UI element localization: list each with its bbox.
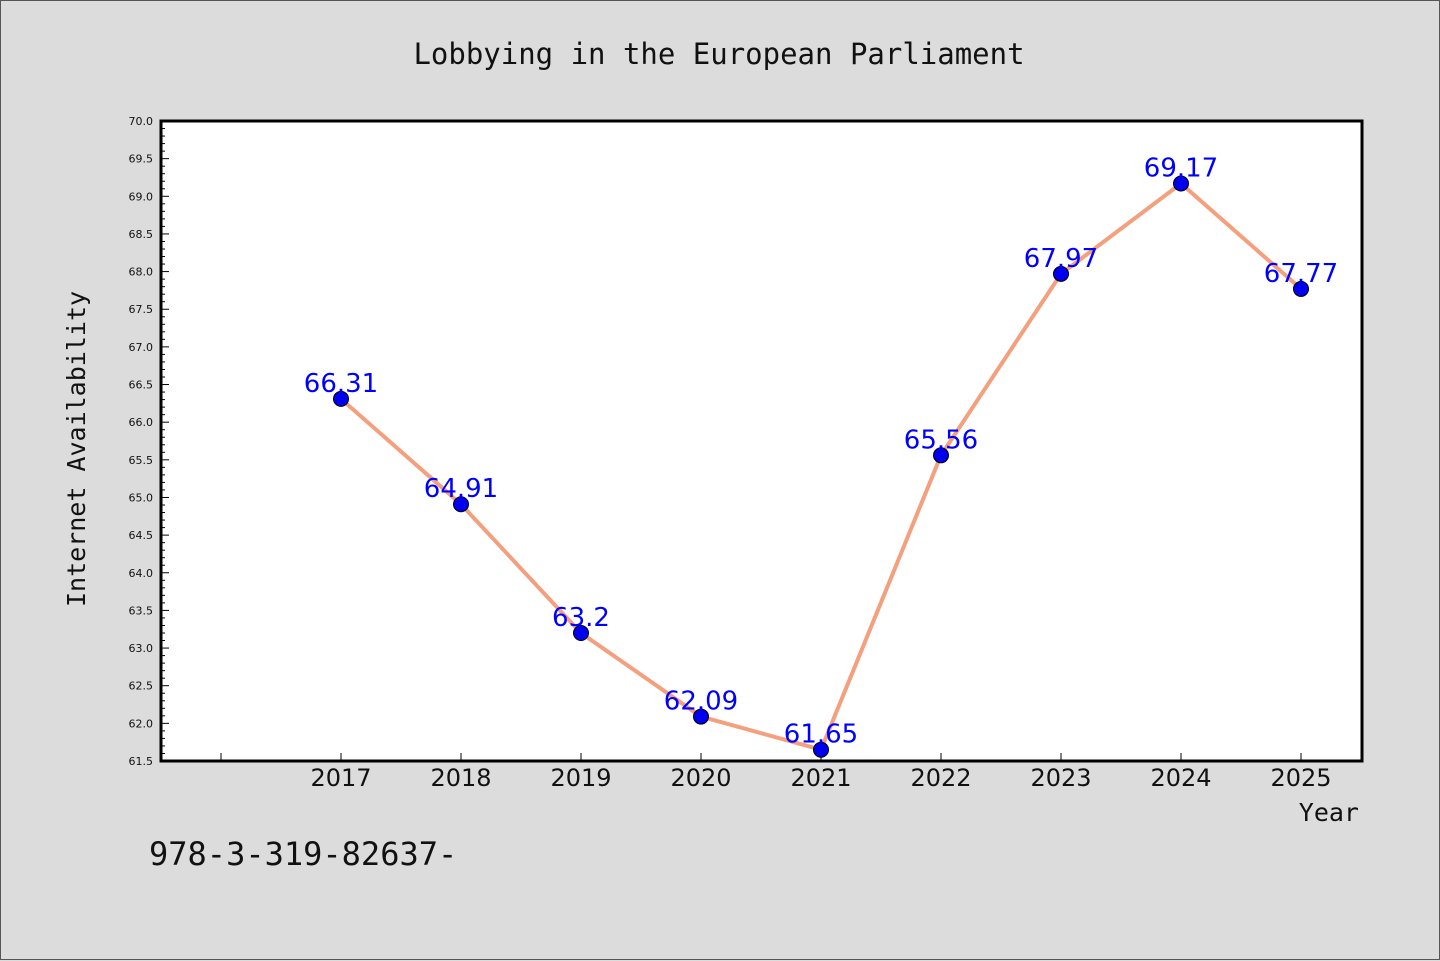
y-tick-label: 64.0 [129, 567, 154, 580]
y-tick-label: 67.5 [129, 303, 154, 316]
y-tick-label: 68.0 [129, 266, 154, 279]
x-tick-label: 2019 [550, 764, 611, 792]
y-tick-label: 64.5 [129, 529, 154, 542]
x-tick-label: 2017 [310, 764, 371, 792]
chart-title: Lobbying in the European Parliament [413, 37, 1024, 71]
x-tick-label: 2023 [1030, 764, 1091, 792]
data-point [333, 390, 349, 407]
y-tick-label: 69.5 [129, 153, 154, 166]
data-point [813, 741, 829, 758]
y-tick-label: 69.0 [129, 190, 154, 203]
data-point [933, 447, 949, 464]
y-tick-label: 62.5 [129, 680, 154, 693]
data-point [1173, 175, 1189, 192]
data-label: 69.17 [1144, 153, 1218, 183]
data-point [573, 625, 589, 641]
y-tick-label: 65.0 [129, 491, 154, 504]
x-tick-label: 2021 [790, 764, 851, 792]
data-point [1053, 265, 1069, 282]
y-tick-label: 70.0 [129, 115, 154, 128]
data-label: 67.97 [1024, 244, 1098, 274]
x-tick-label: 2020 [670, 764, 731, 792]
y-tick-label: 62.0 [129, 717, 154, 730]
y-tick-label: 67.0 [129, 341, 154, 354]
y-tick-label: 68.5 [129, 228, 154, 241]
y-tick-label: 66.0 [129, 416, 154, 429]
data-label: 65.56 [904, 425, 978, 455]
data-point [1293, 280, 1309, 297]
y-axis-label: Internet Availability [62, 291, 91, 607]
data-point [693, 708, 709, 725]
data-label: 66.31 [304, 369, 378, 399]
x-tick-label: 2022 [910, 764, 971, 792]
data-label: 63.2 [552, 603, 610, 633]
x-axis-label: Year [1299, 798, 1359, 827]
x-tick-label: 2025 [1270, 764, 1331, 792]
data-label: 67.77 [1264, 259, 1338, 289]
y-tick-label: 63.0 [129, 642, 154, 655]
data-label: 62.09 [664, 687, 738, 717]
x-tick-label: 2024 [1150, 764, 1211, 792]
series-layer: 66.31 64.91 63.2 62.09 61.65 65.56 67.97 69.17 6… [304, 153, 1338, 758]
plot-area [159, 119, 1364, 763]
y-axis: 61.5 62.0 62.5 63.0 63.5 64.0 64.5 65.0 65.5 66.0… [129, 115, 169, 768]
y-tick-label: 65.5 [129, 454, 154, 467]
data-point [453, 496, 469, 513]
y-tick-label: 66.5 [129, 379, 154, 392]
x-tick-label: 2018 [430, 764, 491, 792]
footer-isbn-text: 978-3-319-82637- [149, 835, 457, 873]
data-label: 64.91 [424, 474, 498, 504]
y-tick-label: 63.5 [129, 604, 154, 617]
x-axis: 2017 2018 2019 2020 2021 2022 2023 2024 2025 [220, 753, 1332, 792]
data-label: 61.65 [784, 720, 858, 750]
y-tick-label: 61.5 [129, 755, 154, 768]
